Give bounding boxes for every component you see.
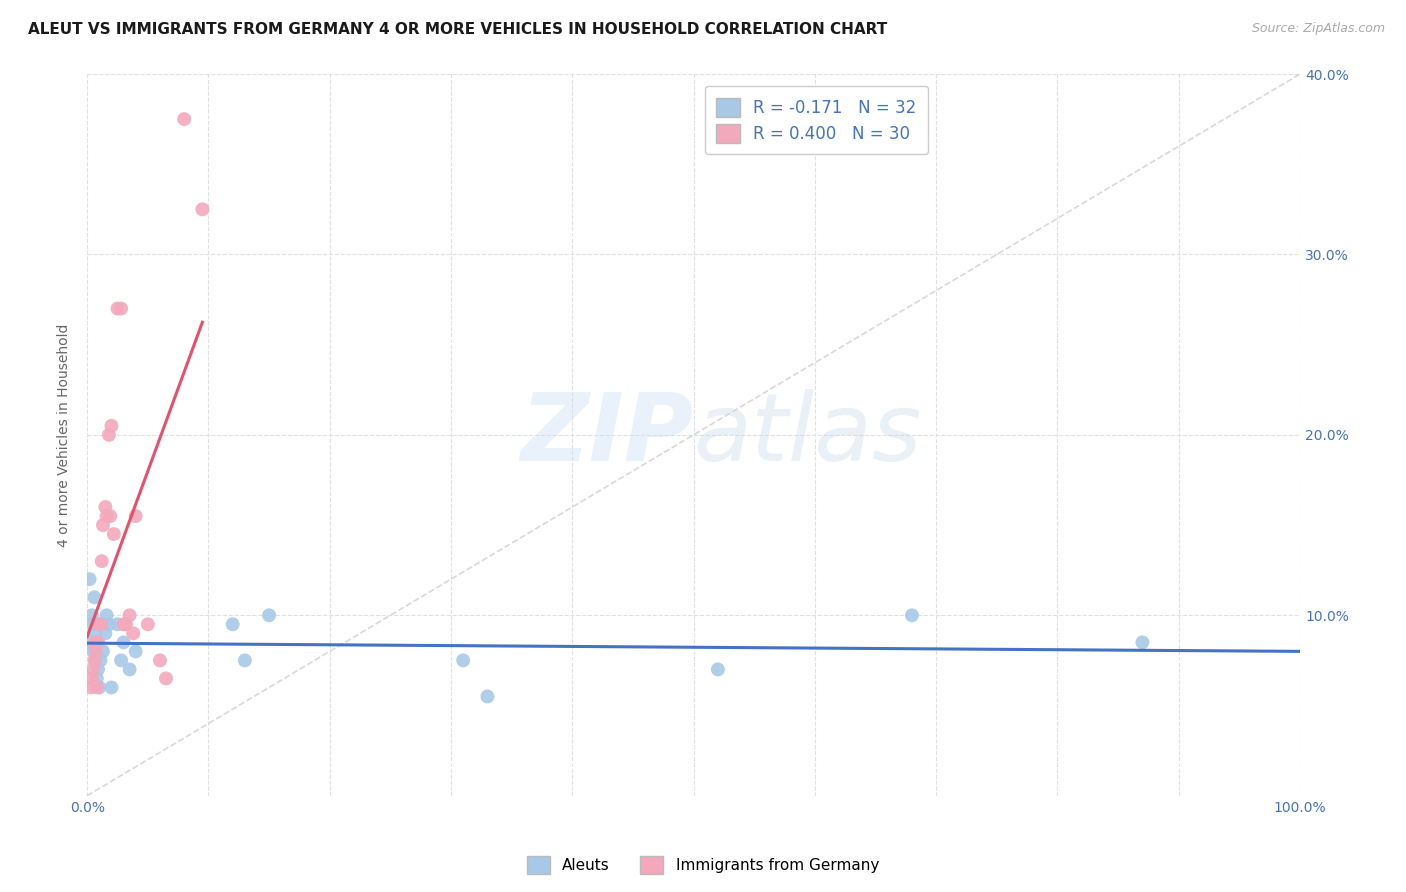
Point [901, 608, 924, 623]
Point [191, 202, 214, 217]
Point [89, 617, 111, 632]
Point [90, 554, 112, 568]
Point [80, 635, 103, 649]
Point [98, 509, 121, 524]
Point [82, 617, 104, 632]
Point [257, 608, 280, 623]
Point [91, 644, 114, 658]
Point [103, 527, 125, 541]
Point [115, 617, 138, 632]
Point [1132, 635, 1154, 649]
Text: atlas: atlas [693, 390, 922, 481]
Point [98, 428, 121, 442]
Point [118, 662, 141, 676]
Point [100, 418, 122, 433]
Point [96, 509, 118, 524]
Point [124, 509, 146, 524]
Point [100, 681, 122, 695]
Point [233, 653, 256, 667]
Point [112, 617, 135, 632]
Point [87, 662, 110, 676]
Point [83, 591, 105, 605]
Point [90, 617, 112, 632]
Text: ZIP: ZIP [520, 389, 693, 481]
Point [80, 672, 103, 686]
Point [451, 653, 474, 667]
Point [94, 500, 117, 514]
Text: Source: ZipAtlas.com: Source: ZipAtlas.com [1251, 22, 1385, 36]
Point [80, 608, 103, 623]
Legend: R = -0.171   N = 32, R = 0.400   N = 30: R = -0.171 N = 32, R = 0.400 N = 30 [704, 86, 928, 154]
Point [110, 301, 132, 316]
Point [84, 635, 107, 649]
Point [89, 681, 111, 695]
Point [84, 653, 107, 667]
Point [83, 653, 105, 667]
Point [91, 518, 114, 533]
Point [112, 635, 135, 649]
Point [84, 626, 107, 640]
Y-axis label: 4 or more Vehicles in Household: 4 or more Vehicles in Household [58, 323, 72, 547]
Point [98, 617, 121, 632]
Point [707, 662, 730, 676]
Legend: Aleuts, Immigrants from Germany: Aleuts, Immigrants from Germany [520, 850, 886, 880]
Point [86, 672, 108, 686]
Point [477, 690, 499, 704]
Point [107, 301, 129, 316]
Point [107, 617, 129, 632]
Point [136, 617, 159, 632]
Point [89, 653, 111, 667]
Point [79, 572, 101, 586]
Point [87, 635, 110, 649]
Point [84, 644, 107, 658]
Point [96, 608, 118, 623]
Point [89, 617, 111, 632]
Point [110, 653, 132, 667]
Point [118, 608, 141, 623]
Point [86, 635, 108, 649]
Point [94, 626, 117, 640]
Point [222, 617, 245, 632]
Point [80, 681, 103, 695]
Point [124, 644, 146, 658]
Point [122, 626, 145, 640]
Point [82, 644, 104, 658]
Point [155, 672, 177, 686]
Text: ALEUT VS IMMIGRANTS FROM GERMANY 4 OR MORE VEHICLES IN HOUSEHOLD CORRELATION CHA: ALEUT VS IMMIGRANTS FROM GERMANY 4 OR MO… [28, 22, 887, 37]
Point [149, 653, 172, 667]
Point [86, 681, 108, 695]
Point [82, 662, 104, 676]
Point [173, 112, 195, 127]
